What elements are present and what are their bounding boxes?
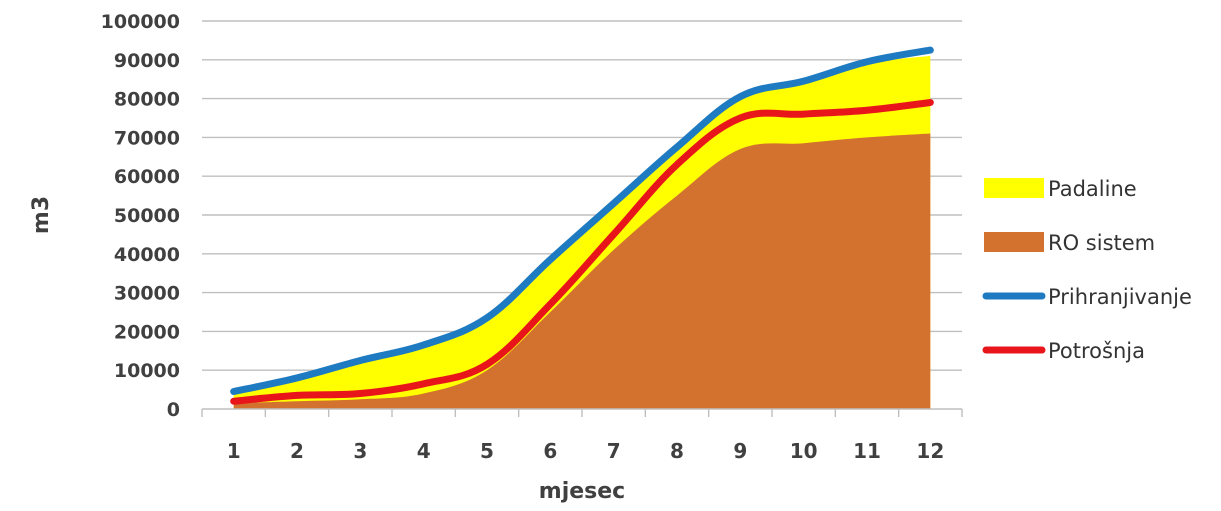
legend-label-prihranjivanje: Prihranjivanje (1048, 285, 1192, 309)
y-tick-label: 40000 (114, 244, 180, 266)
x-tick-label: 1 (227, 439, 241, 463)
legend-swatch-ro-sistem (984, 232, 1044, 252)
gridlines (202, 20, 962, 371)
x-axis-title: mjesec (539, 479, 625, 504)
legend-label-potronja: Potrošnja (1048, 339, 1145, 363)
y-tick-label: 60000 (114, 166, 180, 188)
x-tick-label: 11 (853, 439, 881, 463)
x-tick-label: 3 (353, 439, 367, 463)
area-series (233, 55, 931, 410)
y-tick-label: 0 (167, 399, 180, 421)
y-tick-label: 70000 (114, 127, 180, 149)
legend-swatch-padaline (984, 178, 1044, 198)
x-tick-label: 6 (543, 439, 557, 463)
x-tick-label: 10 (790, 439, 818, 463)
axes (201, 408, 963, 417)
x-tick-label: 7 (607, 439, 621, 463)
y-tick-label: 30000 (114, 283, 180, 305)
legend: Padaline RO sistem Prihranjivanje Potrošnja (982, 177, 1192, 363)
x-tick-label: 8 (670, 439, 684, 463)
x-tick-label: 5 (480, 439, 494, 463)
x-tick-label: 12 (916, 439, 944, 463)
x-tick-label: 9 (733, 439, 747, 463)
line-prihranjivanje (230, 46, 934, 396)
y-tick-label: 50000 (114, 205, 180, 227)
y-tick-label: 10000 (114, 360, 180, 382)
area-ro-sistem (233, 133, 931, 409)
y-tick-labels: 0 10000 20000 30000 40000 50000 60000 70000 8000… (101, 11, 180, 421)
y-tick-label: 20000 (114, 321, 180, 343)
x-tick-label: 2 (290, 439, 304, 463)
x-tick-labels: 1 2 3 4 5 6 7 8 9 10 11 12 (227, 439, 945, 463)
line-series (230, 46, 934, 405)
y-tick-label: 90000 (114, 50, 180, 72)
legend-label-padaline: Padaline (1048, 177, 1137, 201)
y-tick-label: 80000 (114, 89, 180, 111)
y-axis-title: m3 (29, 196, 54, 234)
y-tick-label: 100000 (101, 11, 180, 33)
line-potronja (230, 98, 934, 405)
legend-label-ro-sistem: RO sistem (1048, 231, 1155, 255)
x-tick-label: 4 (417, 439, 431, 463)
